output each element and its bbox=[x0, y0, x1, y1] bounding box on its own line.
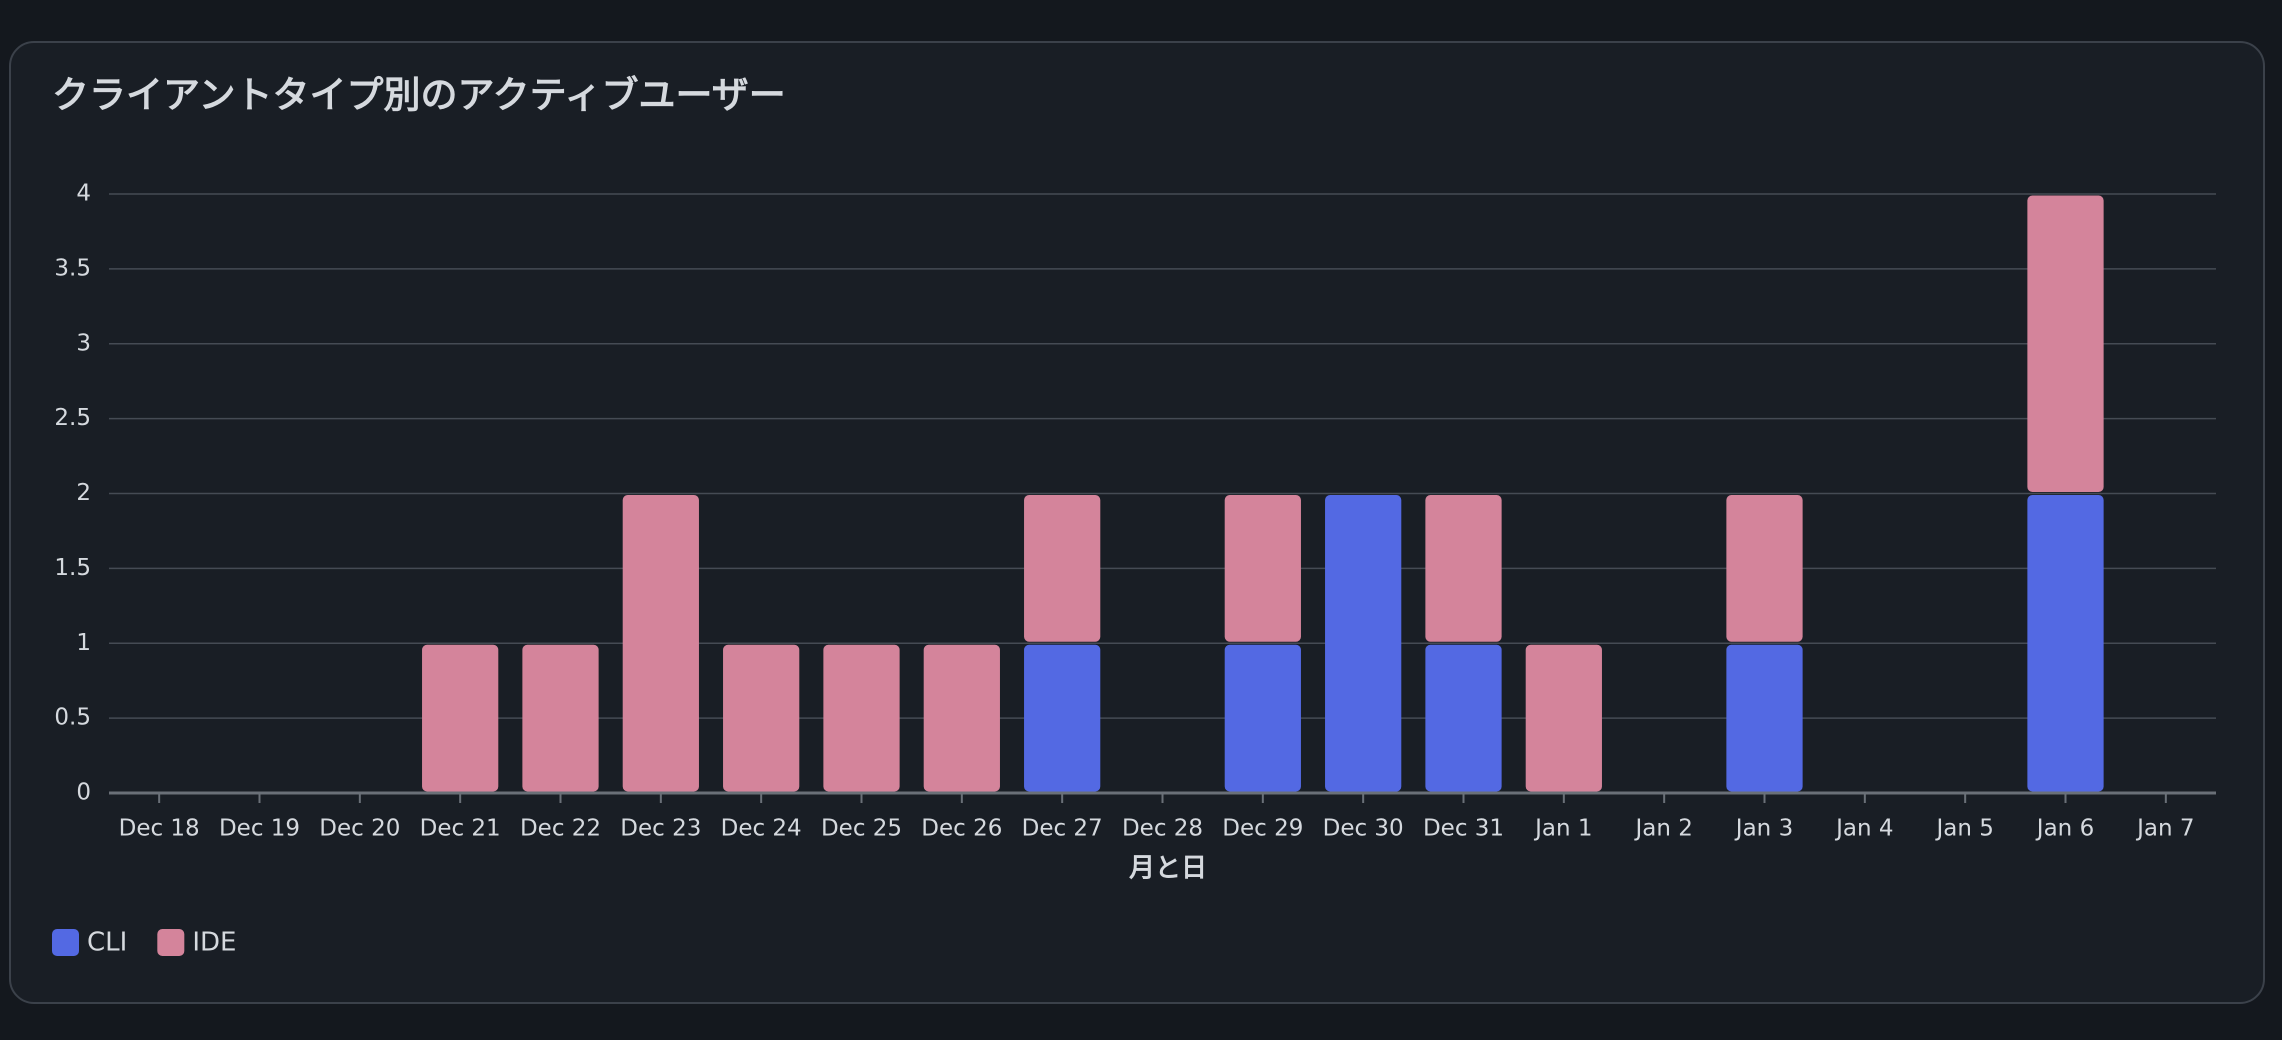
bar-segment bbox=[923, 644, 1000, 792]
bar-segment bbox=[823, 644, 900, 792]
bar-segment bbox=[1224, 644, 1301, 792]
legend-label: CLI bbox=[87, 928, 127, 958]
y-tick-label: 0 bbox=[76, 780, 91, 806]
legend-swatch bbox=[52, 929, 79, 956]
bar-segment bbox=[1726, 644, 1803, 792]
bar-segment bbox=[2027, 195, 2104, 492]
x-tick-label: Jan 4 bbox=[1834, 816, 1893, 842]
bar-segment bbox=[422, 644, 499, 792]
x-tick-label: Dec 19 bbox=[219, 816, 300, 842]
y-tick-label: 4 bbox=[76, 181, 91, 207]
y-tick-label: 3.5 bbox=[54, 255, 91, 281]
bar-segment bbox=[1425, 495, 1502, 642]
x-axis-title: 月と日 bbox=[1128, 854, 1207, 884]
x-tick-label: Dec 29 bbox=[1222, 816, 1303, 842]
x-tick-label: Dec 21 bbox=[420, 816, 501, 842]
x-tick-label: Jan 6 bbox=[2035, 816, 2094, 842]
x-tick-label: Dec 20 bbox=[319, 816, 400, 842]
x-tick-label: Dec 27 bbox=[1022, 816, 1103, 842]
legend-swatch bbox=[157, 929, 185, 956]
y-tick-label: 0.5 bbox=[54, 705, 91, 731]
bar-segment bbox=[522, 644, 599, 792]
x-tick-label: Dec 28 bbox=[1122, 816, 1203, 842]
chart-title: クライアントタイプ別のアクティブユーザー bbox=[52, 74, 786, 117]
x-tick-label: Dec 25 bbox=[821, 816, 902, 842]
bar-segment bbox=[622, 495, 699, 792]
y-tick-label: 1.5 bbox=[54, 555, 91, 581]
x-tick-label: Jan 7 bbox=[2135, 816, 2194, 842]
x-tick-label: Dec 18 bbox=[119, 816, 200, 842]
x-tick-label: Dec 23 bbox=[620, 816, 701, 842]
x-tick-label: Jan 3 bbox=[1734, 816, 1793, 842]
bar-segment bbox=[1325, 495, 1402, 792]
x-tick-label: Dec 22 bbox=[520, 816, 601, 842]
bar-segment bbox=[1024, 644, 1101, 792]
bar-segment bbox=[1726, 495, 1803, 642]
bar-segment bbox=[723, 644, 800, 792]
legend-label: IDE bbox=[192, 928, 236, 958]
x-tick-label: Jan 2 bbox=[1633, 816, 1692, 842]
x-tick-label: Jan 5 bbox=[1934, 816, 1993, 842]
x-tick-label: Dec 30 bbox=[1323, 816, 1404, 842]
y-tick-label: 2.5 bbox=[54, 405, 91, 431]
x-tick-label: Dec 31 bbox=[1423, 816, 1504, 842]
y-tick-label: 2 bbox=[76, 480, 91, 506]
bar-segment bbox=[1425, 644, 1502, 792]
bar-segment bbox=[1024, 495, 1101, 642]
bar-segment bbox=[2027, 495, 2104, 792]
x-tick-label: Dec 24 bbox=[721, 816, 802, 842]
x-tick-label: Dec 26 bbox=[921, 816, 1002, 842]
x-tick-label: Jan 1 bbox=[1533, 816, 1592, 842]
y-tick-label: 3 bbox=[76, 330, 91, 356]
bar-segment bbox=[1224, 495, 1301, 642]
bar-segment bbox=[1525, 644, 1602, 792]
y-tick-label: 1 bbox=[76, 630, 91, 656]
